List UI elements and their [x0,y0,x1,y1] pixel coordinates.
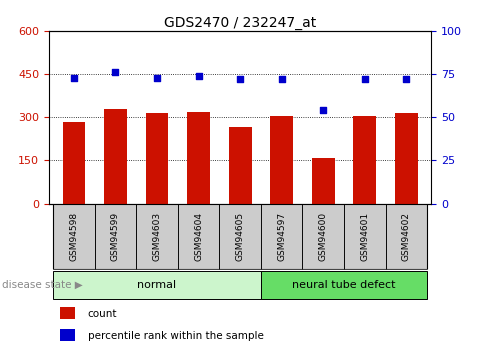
Text: GSM94599: GSM94599 [111,212,120,261]
Bar [178,204,220,269]
Bar [395,113,417,204]
Text: GSM94604: GSM94604 [194,212,203,261]
Text: GSM94600: GSM94600 [318,212,328,261]
Text: GSM94597: GSM94597 [277,212,286,261]
Bar [146,113,169,204]
Point [402,77,410,82]
Bar [261,204,302,269]
Text: GSM94601: GSM94601 [360,212,369,261]
Bar [60,329,75,341]
Text: neural tube defect: neural tube defect [292,280,396,289]
Text: GSM94605: GSM94605 [236,212,245,261]
Bar [220,204,261,269]
Text: GSM94603: GSM94603 [152,212,162,261]
Point [112,70,120,75]
Title: GDS2470 / 232247_at: GDS2470 / 232247_at [164,16,316,30]
Bar [302,204,344,269]
Point [153,75,161,80]
Bar [261,270,427,298]
Bar [312,158,335,204]
Point [361,77,368,82]
Bar [53,270,261,298]
Point [195,73,202,79]
Bar [95,204,136,269]
Text: disease state ▶: disease state ▶ [2,280,83,289]
Point [278,77,286,82]
Point [70,75,78,80]
Text: normal: normal [138,280,176,289]
Bar [187,111,210,204]
Text: percentile rank within the sample: percentile rank within the sample [88,331,264,341]
Text: GSM94602: GSM94602 [402,212,411,261]
Bar [386,204,427,269]
Bar [60,307,75,319]
Point [319,108,327,113]
Bar [104,109,127,204]
Text: count: count [88,309,117,319]
Bar [63,122,85,204]
Bar [53,204,95,269]
Point [236,77,244,82]
Bar [229,127,251,204]
Bar [353,116,376,204]
Bar [344,204,386,269]
Bar [270,116,293,204]
Bar [136,204,178,269]
Text: GSM94598: GSM94598 [70,212,78,261]
